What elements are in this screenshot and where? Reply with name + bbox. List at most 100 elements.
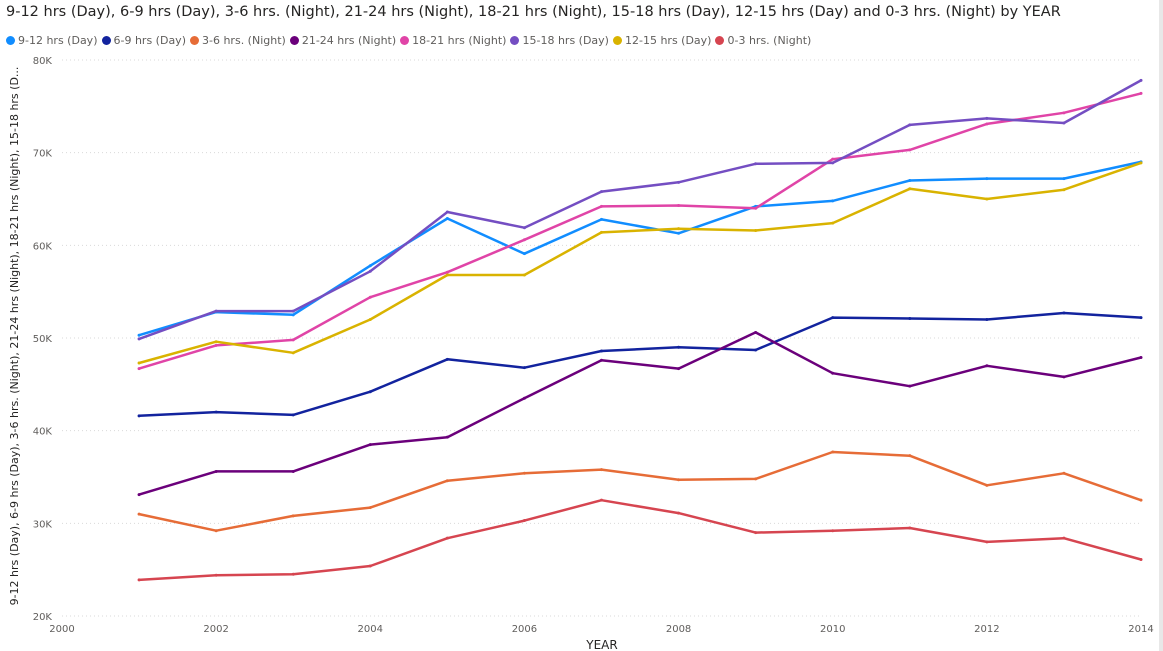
data-point[interactable] <box>1139 355 1143 359</box>
data-point[interactable] <box>677 511 681 515</box>
chart-legend[interactable]: 9-12 hrs (Day) 6-9 hrs (Day) 3-6 hrs. (Nig… <box>6 32 815 48</box>
legend-item[interactable]: 15-18 hrs (Day) <box>510 34 609 47</box>
data-point[interactable] <box>1062 177 1066 181</box>
data-point[interactable] <box>677 227 681 231</box>
data-point[interactable] <box>1139 498 1143 502</box>
data-point[interactable] <box>1139 78 1143 82</box>
data-point[interactable] <box>137 512 141 516</box>
data-point[interactable] <box>291 351 295 355</box>
data-point[interactable] <box>985 197 989 201</box>
data-point[interactable] <box>908 526 912 530</box>
data-point[interactable] <box>1062 121 1066 125</box>
data-point[interactable] <box>985 177 989 181</box>
data-point[interactable] <box>137 337 141 341</box>
data-point[interactable] <box>754 477 758 481</box>
data-point[interactable] <box>1062 375 1066 379</box>
data-point[interactable] <box>831 199 835 203</box>
data-point[interactable] <box>368 295 372 299</box>
data-point[interactable] <box>908 317 912 321</box>
data-point[interactable] <box>831 529 835 533</box>
data-point[interactable] <box>600 498 603 502</box>
legend-item[interactable]: 12-15 hrs (Day) <box>612 34 711 47</box>
data-point[interactable] <box>445 536 449 540</box>
data-point[interactable] <box>137 493 141 497</box>
data-point[interactable] <box>1139 91 1143 95</box>
data-point[interactable] <box>985 116 989 120</box>
data-point[interactable] <box>677 180 681 184</box>
legend-item[interactable]: 3-6 hrs. (Night) <box>190 34 286 47</box>
data-point[interactable] <box>214 410 218 414</box>
data-point[interactable] <box>600 468 603 472</box>
data-point[interactable] <box>137 367 141 371</box>
data-point[interactable] <box>985 364 989 368</box>
data-point[interactable] <box>985 317 989 321</box>
series-line[interactable] <box>137 92 1143 370</box>
data-point[interactable] <box>291 309 295 313</box>
data-point[interactable] <box>985 122 989 126</box>
data-point[interactable] <box>600 230 603 234</box>
data-point[interactable] <box>214 573 218 577</box>
data-point[interactable] <box>1139 161 1143 165</box>
data-point[interactable] <box>291 572 295 576</box>
data-point[interactable] <box>368 317 372 321</box>
data-point[interactable] <box>600 190 603 194</box>
data-point[interactable] <box>291 413 295 417</box>
data-point[interactable] <box>677 203 681 207</box>
series-line[interactable] <box>137 79 1143 341</box>
data-point[interactable] <box>522 252 526 256</box>
data-point[interactable] <box>214 340 218 344</box>
data-point[interactable] <box>214 469 218 473</box>
series-lines[interactable] <box>137 78 1143 582</box>
data-point[interactable] <box>445 210 449 214</box>
data-point[interactable] <box>1139 557 1143 561</box>
data-point[interactable] <box>368 506 372 510</box>
data-point[interactable] <box>368 390 372 394</box>
data-point[interactable] <box>754 348 758 352</box>
data-point[interactable] <box>522 519 526 523</box>
data-point[interactable] <box>831 221 835 225</box>
data-point[interactable] <box>291 338 295 342</box>
data-point[interactable] <box>522 366 526 370</box>
data-point[interactable] <box>831 450 835 454</box>
data-point[interactable] <box>368 264 372 268</box>
legend-item[interactable]: 18-21 hrs (Night) <box>400 34 506 47</box>
series-line[interactable] <box>137 331 1143 496</box>
data-point[interactable] <box>985 540 989 544</box>
data-point[interactable] <box>1062 471 1066 475</box>
data-point[interactable] <box>754 162 758 166</box>
series-1[interactable] <box>137 311 1143 418</box>
data-point[interactable] <box>1062 311 1066 315</box>
series-line[interactable] <box>137 311 1143 418</box>
data-point[interactable] <box>445 270 449 274</box>
data-point[interactable] <box>214 309 218 313</box>
data-point[interactable] <box>214 343 218 347</box>
legend-item[interactable]: 6-9 hrs (Day) <box>101 34 186 47</box>
data-point[interactable] <box>137 578 141 582</box>
data-point[interactable] <box>908 148 912 152</box>
data-point[interactable] <box>600 217 603 221</box>
data-point[interactable] <box>985 483 989 487</box>
data-point[interactable] <box>522 226 526 230</box>
series-line[interactable] <box>137 450 1143 532</box>
legend-item[interactable]: 0-3 hrs. (Night) <box>715 34 811 47</box>
data-point[interactable] <box>831 161 835 165</box>
data-point[interactable] <box>600 204 603 208</box>
data-point[interactable] <box>600 358 603 362</box>
data-point[interactable] <box>677 478 681 482</box>
series-7[interactable] <box>137 498 1143 582</box>
series-5[interactable] <box>137 78 1143 341</box>
data-point[interactable] <box>908 123 912 127</box>
data-point[interactable] <box>445 216 449 220</box>
data-point[interactable] <box>908 178 912 182</box>
series-line[interactable] <box>137 160 1143 337</box>
series-0[interactable] <box>137 160 1143 337</box>
data-point[interactable] <box>908 384 912 388</box>
data-point[interactable] <box>522 238 526 242</box>
data-point[interactable] <box>1139 316 1143 320</box>
data-point[interactable] <box>445 273 449 277</box>
data-point[interactable] <box>522 396 526 400</box>
data-point[interactable] <box>831 157 835 161</box>
data-point[interactable] <box>677 231 681 235</box>
legend-item[interactable]: 9-12 hrs (Day) <box>6 34 98 47</box>
data-point[interactable] <box>445 479 449 483</box>
